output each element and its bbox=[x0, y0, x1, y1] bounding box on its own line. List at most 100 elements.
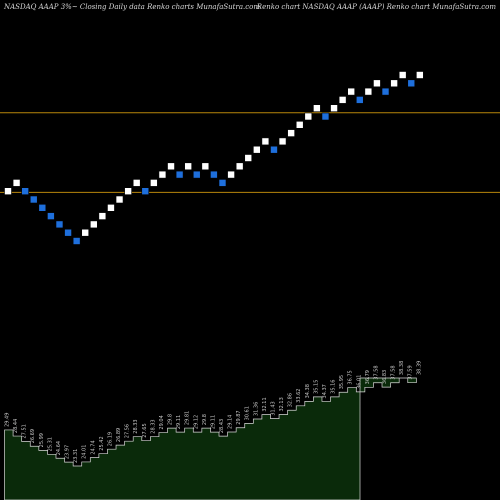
renko-brick-up bbox=[338, 96, 347, 104]
renko-brick-down bbox=[270, 145, 278, 154]
renko-brick-up bbox=[416, 71, 424, 79]
price-label: 28.43 bbox=[219, 419, 225, 433]
renko-brick-up bbox=[253, 145, 261, 154]
renko-brick-down bbox=[175, 170, 184, 179]
renko-brick-up bbox=[90, 220, 98, 229]
price-label: 29.8 bbox=[168, 414, 174, 425]
renko-brick-down bbox=[55, 220, 64, 229]
price-label: 29.87 bbox=[236, 410, 242, 424]
price-label: 29.04 bbox=[159, 415, 165, 429]
price-label: 32.11 bbox=[262, 397, 268, 411]
price-label: 24.74 bbox=[90, 440, 96, 454]
price-label: 30.61 bbox=[245, 406, 251, 420]
price-label: 28.44 bbox=[13, 419, 19, 433]
chart-header-left: NASDAQ AAAP 3%~ Closing Daily data Renko… bbox=[4, 3, 261, 11]
closing-price-area bbox=[4, 377, 417, 500]
renko-brick-down bbox=[72, 237, 81, 245]
price-label: 27.56 bbox=[125, 424, 131, 438]
renko-brick-up bbox=[98, 212, 107, 220]
price-label: 29.11 bbox=[176, 415, 182, 429]
renko-brick-down bbox=[38, 204, 47, 212]
price-label: 33.62 bbox=[296, 389, 302, 403]
renko-brick-up bbox=[235, 162, 244, 171]
renko-brick-up bbox=[287, 129, 295, 137]
price-label: 27.51 bbox=[22, 424, 28, 438]
renko-brick-down bbox=[381, 87, 390, 96]
renko-brick-down bbox=[141, 187, 150, 195]
price-label: 29.49 bbox=[5, 413, 11, 427]
price-label: 31.36 bbox=[253, 402, 259, 416]
renko-brick-down bbox=[29, 195, 38, 204]
renko-brick-down bbox=[355, 96, 364, 104]
chart-header-right: Renko chart NASDAQ AAAP (AAAP) Renko cha… bbox=[256, 3, 496, 11]
price-label: 38.38 bbox=[399, 361, 405, 375]
price-label: 37.58 bbox=[391, 365, 397, 379]
renko-brick-up bbox=[227, 170, 235, 179]
price-label: 29.81 bbox=[185, 411, 191, 425]
renko-brick-up bbox=[158, 170, 167, 179]
renko-brick-up bbox=[4, 187, 12, 195]
renko-brick-up bbox=[244, 154, 253, 162]
price-label: 29.8 bbox=[202, 414, 208, 425]
price-label: 35.16 bbox=[331, 380, 337, 394]
renko-brick-up bbox=[313, 104, 321, 112]
price-label: 26.69 bbox=[30, 429, 36, 443]
price-label: 34.37 bbox=[322, 384, 328, 398]
price-label: 36.79 bbox=[365, 370, 371, 384]
price-label: 29.14 bbox=[228, 415, 234, 429]
renko-brick-up bbox=[12, 179, 21, 187]
renko-brick-down bbox=[21, 187, 29, 195]
price-label: 25.99 bbox=[39, 433, 45, 447]
price-label: 38.39 bbox=[416, 361, 422, 375]
renko-brick-up bbox=[201, 162, 210, 171]
price-label: 29.11 bbox=[210, 415, 216, 429]
price-label: 35.95 bbox=[339, 375, 345, 389]
renko-brick-down bbox=[64, 228, 72, 237]
price-label: 24.64 bbox=[56, 441, 62, 455]
renko-brick-up bbox=[373, 79, 381, 88]
price-label: 25.31 bbox=[47, 437, 53, 451]
renko-brick-up bbox=[347, 87, 356, 96]
price-label: 29.12 bbox=[193, 415, 199, 429]
price-label: 32.86 bbox=[288, 393, 294, 407]
price-label: 37.58 bbox=[373, 365, 379, 379]
renko-brick-up bbox=[278, 137, 287, 146]
renko-brick-up bbox=[167, 162, 175, 171]
renko-brick-up bbox=[184, 162, 192, 171]
renko-brick-up bbox=[81, 228, 90, 237]
renko-brick-up bbox=[115, 195, 124, 204]
renko-brick-up bbox=[107, 204, 115, 212]
renko-brick-up bbox=[132, 179, 141, 187]
price-label: 24.01 bbox=[82, 445, 88, 459]
renko-brick-down bbox=[321, 112, 330, 121]
renko-brick-up bbox=[398, 71, 407, 79]
price-label: 32.13 bbox=[279, 397, 285, 411]
renko-brick-up bbox=[124, 187, 132, 195]
price-label: 27.65 bbox=[142, 423, 148, 437]
renko-brick-up bbox=[150, 179, 158, 187]
price-label: 26.19 bbox=[107, 432, 113, 446]
renko-brick-up bbox=[364, 87, 373, 96]
price-label: 35.15 bbox=[313, 380, 319, 394]
renko-brick-up bbox=[295, 121, 304, 129]
renko-brick-up bbox=[390, 79, 398, 88]
price-label: 37.59 bbox=[408, 365, 414, 379]
renko-brick-up bbox=[304, 112, 313, 121]
price-label: 36.01 bbox=[356, 375, 362, 389]
price-label: 26.89 bbox=[116, 428, 122, 442]
price-label: 36.83 bbox=[382, 370, 388, 384]
price-label: 36.75 bbox=[348, 370, 354, 384]
renko-brick-down bbox=[407, 79, 416, 88]
price-label: 25.42 bbox=[99, 436, 105, 450]
price-label: 28.33 bbox=[133, 419, 139, 433]
price-label: 34.38 bbox=[305, 384, 311, 398]
price-label: 31.43 bbox=[270, 401, 276, 415]
price-label: 23.31 bbox=[73, 449, 79, 463]
renko-brick-up bbox=[261, 137, 270, 146]
price-label: 23.97 bbox=[65, 445, 71, 459]
price-label: 28.33 bbox=[150, 419, 156, 433]
renko-brick-down bbox=[210, 170, 218, 179]
renko-brick-down bbox=[218, 179, 227, 187]
renko-brick-down bbox=[192, 170, 201, 179]
